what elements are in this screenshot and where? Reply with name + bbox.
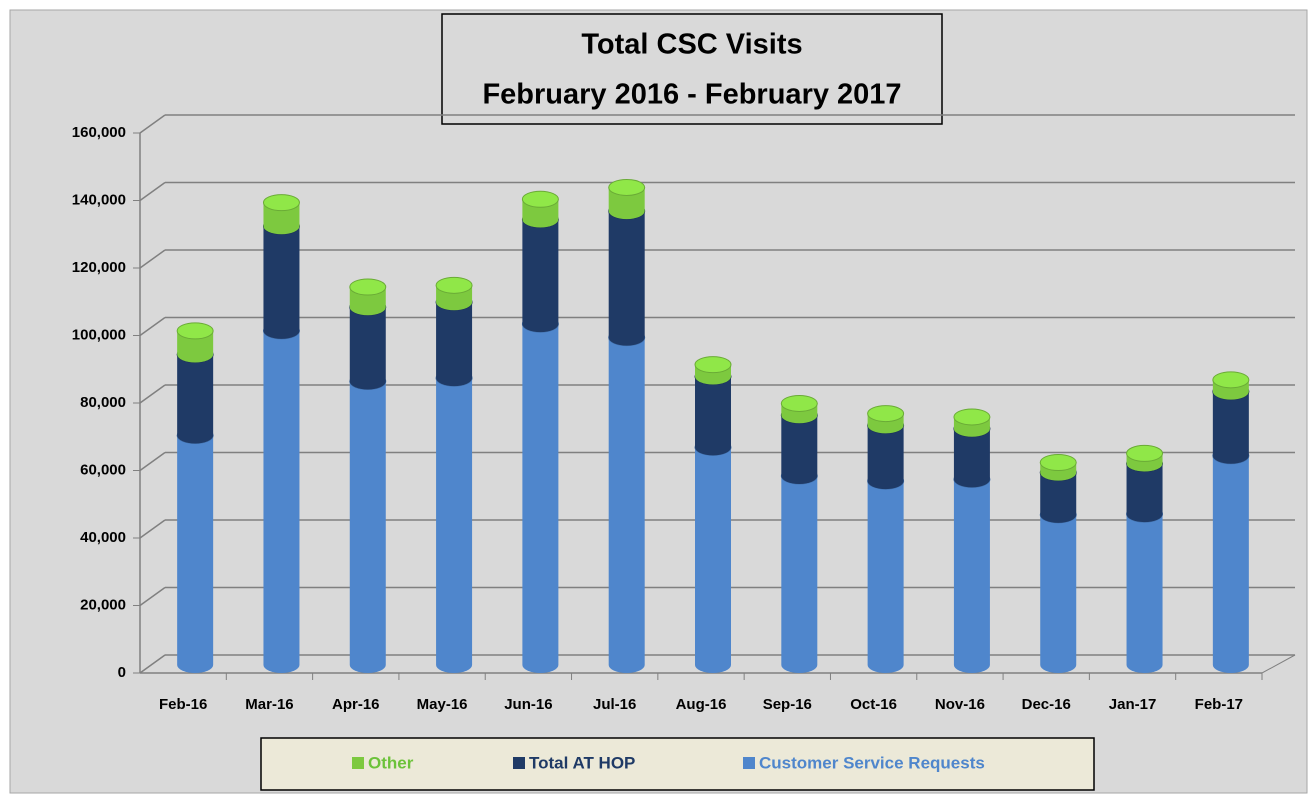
grid-line bbox=[139, 654, 166, 674]
title-box bbox=[441, 13, 943, 125]
y-tick-label: 60,000 bbox=[80, 461, 126, 478]
bar-segment bbox=[953, 479, 990, 673]
legend-label: Total AT HOP bbox=[529, 753, 635, 772]
x-tick-label: Oct-16 bbox=[850, 696, 897, 713]
grid-line bbox=[139, 384, 166, 404]
bar-segment bbox=[263, 330, 300, 673]
y-tick-label: 20,000 bbox=[80, 596, 126, 613]
bar-cap bbox=[435, 276, 473, 294]
bar-segment bbox=[177, 330, 214, 363]
bar-cap bbox=[780, 394, 818, 412]
bar-segment bbox=[263, 202, 300, 235]
bar-cap bbox=[176, 322, 214, 340]
bar-segment bbox=[867, 481, 904, 673]
bar-cap bbox=[1126, 444, 1164, 462]
bar-segment bbox=[695, 376, 731, 456]
bar-segment bbox=[1126, 514, 1163, 673]
bar-segment bbox=[1212, 391, 1249, 464]
bar-segment bbox=[608, 211, 645, 346]
bar-segment bbox=[177, 435, 214, 673]
legend-swatch bbox=[352, 757, 364, 769]
x-tick-label: Apr-16 bbox=[332, 696, 380, 713]
bar-segment bbox=[608, 187, 645, 220]
x-tick-label: Aug-16 bbox=[676, 696, 727, 713]
bar-segment bbox=[436, 302, 473, 387]
legend-swatch bbox=[743, 757, 755, 769]
legend-swatch bbox=[513, 757, 525, 769]
grid-line bbox=[139, 519, 166, 539]
grid-line bbox=[139, 451, 166, 472]
x-tick-label: Sep-16 bbox=[763, 696, 812, 713]
bar-segment bbox=[1212, 455, 1249, 673]
grid-line bbox=[139, 316, 166, 337]
x-tick-label: Jul-16 bbox=[593, 696, 636, 713]
legend-label: Customer Service Requests bbox=[759, 753, 985, 772]
y-tick-label: 120,000 bbox=[72, 259, 126, 276]
bar-cap bbox=[694, 356, 732, 374]
bar-cap bbox=[953, 408, 991, 426]
legend-label: Other bbox=[368, 753, 414, 772]
x-tick-label: Nov-16 bbox=[935, 696, 985, 713]
bar-segment bbox=[867, 425, 904, 490]
bar-segment bbox=[522, 324, 559, 673]
bar-segment bbox=[953, 428, 990, 488]
bar-segment bbox=[436, 378, 473, 673]
bar-segment bbox=[781, 415, 818, 484]
bar-segment bbox=[263, 226, 300, 339]
grid-line bbox=[139, 586, 166, 607]
bar-segment bbox=[781, 476, 818, 673]
bar-segment bbox=[1126, 463, 1163, 523]
bar-segment bbox=[349, 307, 386, 390]
legend-box bbox=[260, 737, 1095, 791]
bar-cap bbox=[1039, 454, 1077, 471]
x-tick-label: Jan-17 bbox=[1109, 696, 1157, 713]
bar-cap bbox=[521, 190, 559, 208]
bar-segment bbox=[349, 381, 386, 673]
bar-segment bbox=[1040, 472, 1077, 523]
y-tick-label: 140,000 bbox=[72, 191, 126, 208]
chart-subtitle: February 2016 - February 2017 bbox=[482, 79, 901, 111]
bar-cap bbox=[608, 178, 646, 196]
y-tick-label: 100,000 bbox=[72, 326, 126, 343]
x-tick-label: Mar-16 bbox=[245, 696, 293, 713]
bar-cap bbox=[262, 194, 300, 212]
bar-segment bbox=[608, 337, 645, 673]
bar-cap bbox=[1212, 371, 1250, 389]
grid-line bbox=[139, 249, 166, 269]
bar-segment bbox=[695, 447, 731, 673]
y-tick-label: 0 bbox=[118, 664, 126, 681]
bar-cap bbox=[867, 405, 905, 423]
bar-segment bbox=[522, 219, 559, 333]
y-tick-label: 160,000 bbox=[72, 124, 126, 141]
bar-segment bbox=[1040, 514, 1077, 673]
chart-title: Total CSC Visits bbox=[581, 29, 802, 61]
x-tick-label: Jun-16 bbox=[504, 696, 552, 713]
x-tick-label: Dec-16 bbox=[1022, 696, 1071, 713]
bar-segment bbox=[177, 354, 214, 444]
bar-cap bbox=[349, 278, 387, 296]
x-tick-label: May-16 bbox=[417, 696, 468, 713]
y-tick-label: 80,000 bbox=[80, 394, 126, 411]
x-tick-label: Feb-16 bbox=[159, 696, 207, 713]
y-tick-label: 40,000 bbox=[80, 529, 126, 546]
x-tick-label: Feb-17 bbox=[1195, 696, 1243, 713]
grid-line bbox=[139, 114, 166, 134]
grid-line bbox=[139, 181, 166, 202]
